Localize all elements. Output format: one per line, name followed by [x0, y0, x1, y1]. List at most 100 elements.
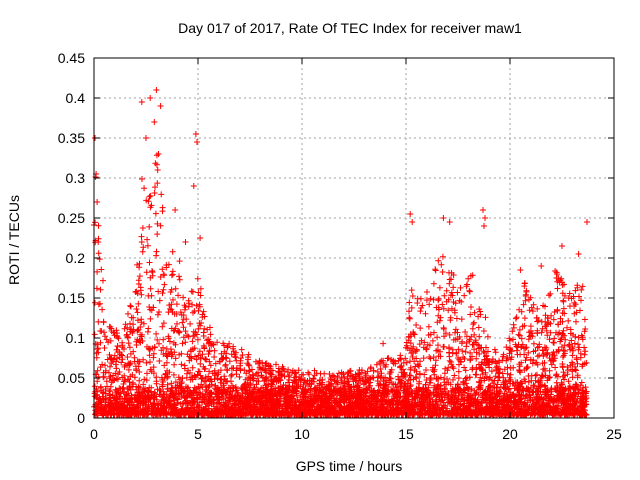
data-point — [172, 285, 179, 292]
data-point — [176, 328, 183, 335]
data-point — [200, 329, 207, 336]
data-point — [102, 362, 108, 369]
data-point — [523, 354, 530, 361]
data-point — [146, 223, 153, 230]
data-point — [197, 360, 204, 367]
data-point — [140, 381, 147, 388]
data-point — [420, 355, 427, 362]
data-point — [124, 324, 131, 331]
data-point — [188, 288, 195, 295]
data-point — [509, 328, 516, 335]
data-point — [525, 336, 532, 343]
data-point — [179, 340, 186, 347]
data-point — [473, 371, 480, 378]
data-point — [557, 315, 564, 322]
data-point — [190, 333, 197, 340]
data-point — [139, 225, 146, 231]
data-point — [480, 328, 487, 334]
data-point — [125, 310, 131, 317]
data-point — [126, 344, 133, 351]
data-point — [195, 325, 202, 332]
data-point — [426, 354, 433, 360]
data-point — [153, 161, 160, 168]
data-point — [374, 368, 381, 375]
data-point — [93, 285, 100, 292]
data-point — [488, 368, 495, 375]
data-point — [138, 239, 145, 245]
data-point — [141, 185, 148, 192]
data-point — [503, 344, 510, 351]
data-point — [454, 289, 461, 296]
data-point — [457, 284, 464, 291]
data-point — [469, 325, 476, 332]
data-point — [107, 363, 113, 370]
data-point — [566, 290, 573, 297]
data-point — [138, 233, 145, 240]
data-point — [95, 318, 102, 325]
data-point — [201, 345, 208, 352]
data-point — [413, 322, 420, 328]
data-point — [448, 276, 455, 283]
data-point — [128, 314, 135, 321]
data-point — [574, 360, 581, 367]
data-point — [239, 352, 246, 358]
data-point — [564, 371, 571, 378]
data-point — [439, 269, 446, 275]
data-point — [138, 291, 145, 298]
data-point — [152, 210, 159, 217]
data-point — [513, 314, 520, 321]
data-point — [176, 258, 183, 265]
data-point — [226, 340, 233, 347]
data-point — [573, 356, 580, 363]
data-point — [143, 359, 150, 366]
data-point — [436, 284, 443, 291]
data-point — [100, 277, 106, 284]
data-point — [101, 345, 108, 351]
data-point — [455, 346, 462, 353]
data-point — [134, 327, 141, 334]
data-point — [524, 364, 531, 371]
data-point — [539, 347, 546, 354]
data-point — [98, 266, 105, 273]
data-point — [551, 339, 557, 346]
data-point — [441, 333, 447, 340]
data-point — [180, 334, 187, 341]
data-point — [325, 378, 332, 385]
data-point — [475, 313, 482, 320]
data-point — [147, 285, 154, 292]
data-point — [136, 358, 143, 365]
data-point — [200, 308, 207, 315]
data-point — [125, 340, 132, 347]
data-point — [100, 319, 107, 326]
data-point — [237, 362, 244, 369]
data-point — [533, 371, 540, 378]
data-point — [466, 287, 473, 294]
data-point — [127, 303, 134, 310]
data-point — [113, 365, 120, 372]
data-point — [95, 301, 102, 308]
data-point — [406, 308, 412, 315]
data-point — [151, 190, 158, 196]
data-point — [173, 301, 180, 308]
data-point — [491, 346, 498, 353]
data-point — [434, 334, 441, 341]
data-point — [168, 272, 175, 279]
data-point — [150, 350, 157, 357]
data-point — [236, 373, 243, 380]
data-point — [429, 337, 436, 344]
data-point — [573, 318, 579, 325]
data-point — [193, 356, 200, 363]
data-point — [167, 305, 174, 312]
data-point — [492, 349, 499, 356]
data-point — [160, 320, 167, 327]
data-point — [154, 336, 161, 343]
data-point — [238, 346, 245, 353]
data-point — [228, 378, 234, 385]
data-point — [413, 375, 420, 382]
data-point — [465, 275, 472, 282]
data-point — [437, 353, 444, 360]
data-point — [124, 354, 131, 360]
data-point — [252, 358, 259, 365]
data-point — [449, 350, 456, 357]
data-point — [516, 326, 523, 333]
